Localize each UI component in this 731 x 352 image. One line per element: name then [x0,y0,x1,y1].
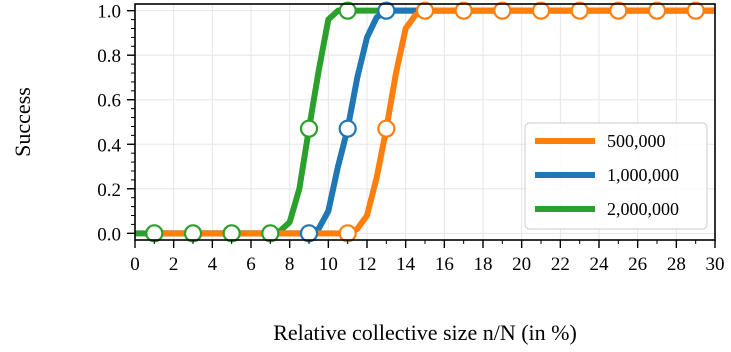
x-tick-label-11: 22 [551,254,570,275]
series-0-marker-1 [377,119,396,138]
x-tick-label-8: 16 [435,254,454,275]
legend-label-2: 2,000,000 [607,199,679,219]
series-2-marker-4 [299,119,319,138]
x-tick-label-2: 4 [208,254,218,275]
y-tick-label-2: 0.4 [97,135,121,156]
y-tick-label-1: 0.2 [97,180,121,201]
series-markers [145,1,705,243]
x-tick-label-15: 30 [706,254,725,275]
x-tick-label-13: 26 [628,254,647,275]
y-tick-label-4: 0.8 [97,46,121,67]
legend-label-0: 500,000 [607,131,666,151]
x-axis-ticks: 0 2 4 6 8 10 12 14 16 18 20 22 24 26 28 30 [130,240,725,275]
x-tick-label-7: 14 [396,254,416,275]
y-tick-label-3: 0.6 [97,91,121,112]
x-tick-label-3: 6 [246,254,256,275]
series-2-marker-0 [145,224,164,243]
y-axis-label: Success [10,87,35,157]
series-1-marker-0 [299,224,319,243]
x-tick-label-6: 12 [358,254,377,275]
legend: 500,000 1,000,000 2,000,000 [524,122,708,230]
y-tick-label-5: 1.0 [97,2,121,23]
series-1-marker-2 [377,1,396,20]
x-tick-label-12: 24 [590,254,610,275]
x-tick-label-10: 20 [512,254,531,275]
series-0-marker-4 [493,1,512,20]
series-2-marker-5 [338,1,357,20]
series-2-marker-3 [261,224,280,243]
legend-box [524,122,708,230]
series-2-marker-2 [222,224,241,243]
series-1-marker-1 [338,119,357,138]
series-0-marker-6 [570,1,589,20]
x-tick-label-1: 2 [169,254,179,275]
series-0-marker-3 [454,1,473,20]
series-0-marker-7 [609,1,628,20]
x-axis-label: Relative collective size n/N (in %) [273,320,577,345]
series-0-marker-9 [686,1,705,20]
series-0-marker-0 [338,224,357,243]
x-tick-label-5: 10 [319,254,338,275]
series-0-marker-2 [415,1,435,20]
x-tick-label-9: 18 [474,254,493,275]
series-0-marker-8 [647,1,667,20]
series-2-marker-1 [183,224,203,243]
series-line-0 [154,7,715,237]
series-0-marker-5 [531,1,551,20]
y-tick-label-0: 0.0 [97,224,121,245]
legend-label-1: 1,000,000 [607,165,679,185]
x-tick-label-0: 0 [130,254,140,275]
y-axis-ticks: 0.0 0.2 0.4 0.6 0.8 1.0 [97,2,135,245]
x-tick-label-14: 28 [667,254,686,275]
x-tick-label-4: 8 [285,254,295,275]
